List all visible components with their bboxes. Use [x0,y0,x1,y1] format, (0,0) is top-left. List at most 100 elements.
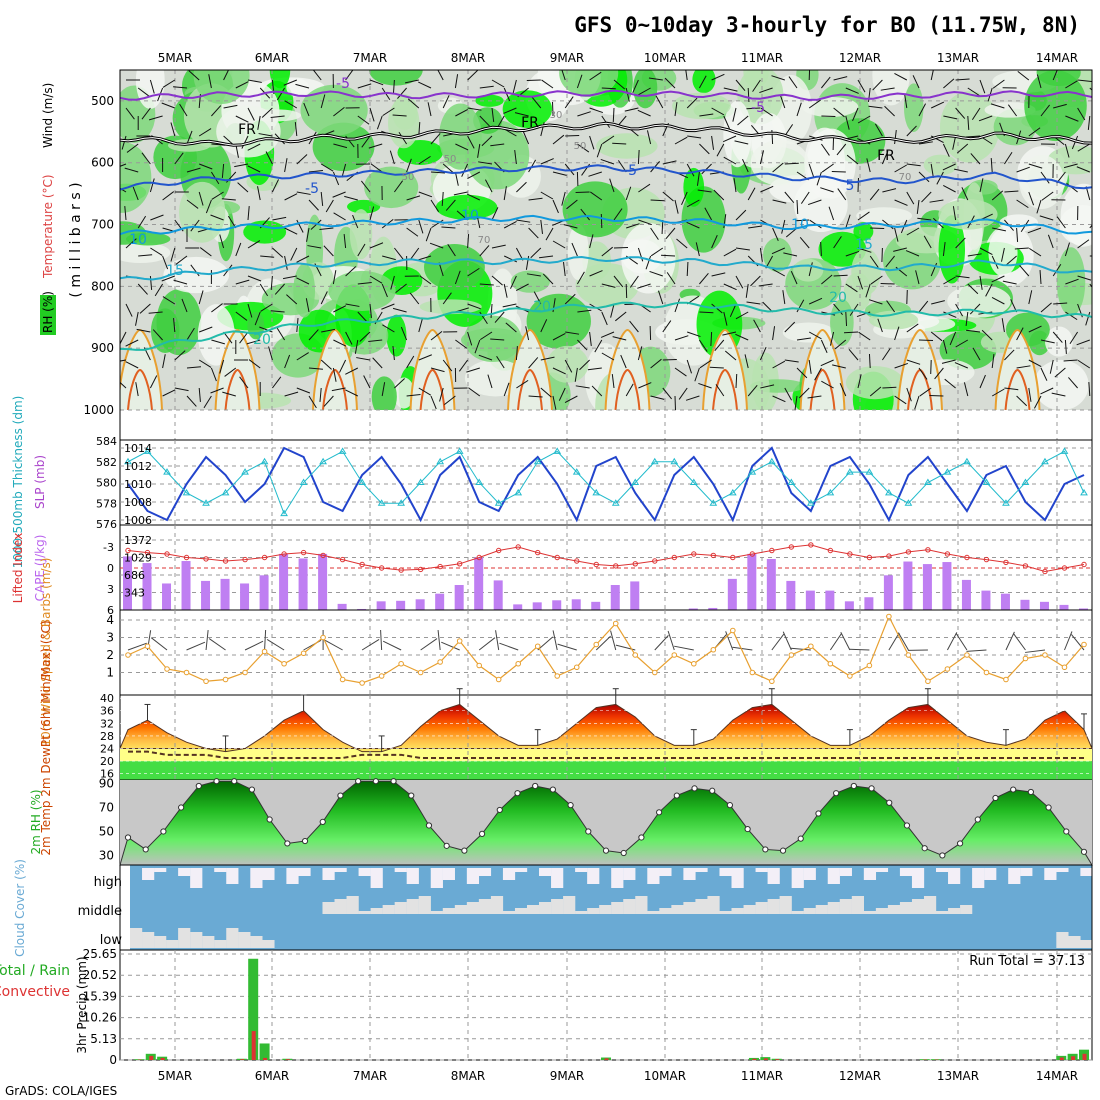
cloud-high-cell [683,868,696,880]
wind-barb [161,102,175,109]
thickness-axis-label: 1000-500mb Thickness (dm) [11,396,25,569]
pressure-tick-label: 700 [91,218,114,232]
wind-barb [247,240,261,249]
wind-barb [869,386,882,397]
wind-barb [735,311,749,320]
rh-fill-region [435,194,498,220]
wind-barb [564,293,576,305]
wind-barb [1065,311,1078,321]
wind-barb [589,71,602,81]
wind-barb [990,103,1005,109]
cloud-low-cell [178,928,191,948]
wind-barb [1003,151,1013,165]
wind-barb [967,87,980,97]
wind-barb [137,87,150,97]
wind-barb [211,339,225,345]
wind-barb [742,159,749,173]
wind-barb [525,326,530,341]
wind-barb [991,275,1005,283]
wind-barb [1087,115,1091,130]
cloud-middle-cell [923,896,937,914]
wind-barb [418,219,424,234]
wind-barb [833,236,842,249]
wind-barb [425,227,432,242]
contour-label: 5 [846,178,855,194]
wind-barb [454,171,459,186]
wind-barb [308,395,317,409]
wind-barb [490,303,493,319]
wind-barb [687,135,702,139]
wind-barb [650,199,665,202]
wind-barb [601,311,608,326]
rh-fill-region [120,221,146,245]
wind-barb [807,395,822,399]
wind-speed-point [1081,641,1087,648]
wind-barb [1014,247,1029,250]
warm-plume-inner [224,368,251,410]
precip-convective-bar [263,1057,268,1060]
wind-barb [1016,395,1028,407]
lifted-index-point [456,561,463,567]
wind-barb [602,135,615,145]
cape-bar [903,561,913,610]
rh-point [974,816,981,823]
wind-barb [943,276,956,285]
wind-barb [430,133,441,145]
wind-barb [882,188,897,193]
wind-barb [601,87,616,90]
cloud-low-cell [130,928,143,948]
wind-barb [857,211,870,221]
temp-tick-label: 28 [100,730,114,743]
wind-barb [981,329,993,341]
wind-barb [701,163,712,175]
wind-barb [430,330,443,341]
wind-barb [624,107,639,112]
cloud-high-cell [298,868,311,876]
wind-barb [1036,74,1042,89]
wind-barb [881,348,891,361]
wind-barb [916,199,920,214]
rh-point [956,840,964,847]
wind-barb [162,79,176,88]
wind-barb [954,362,968,369]
wind-barb [865,283,871,298]
rh-point [1010,786,1017,793]
wind-barb [308,170,323,173]
footer-credit: GrADS: COLA/IGES [5,1084,117,1098]
rh-point [231,778,238,785]
cloud-high-cell [1056,868,1069,872]
wind-speed-point [125,652,131,658]
rh-tick-label: 90 [99,777,114,791]
precip-total-bar [931,1059,942,1060]
cloud-middle-cell [526,905,540,914]
wind-barb [698,382,712,389]
wind-barb [491,275,503,286]
wind-barb [455,143,469,151]
bottom-date-label: 14MAR [1036,1069,1078,1083]
thickness-point [475,478,484,485]
wind-barb [784,321,796,333]
wind-barb [676,238,688,249]
wind-barb [990,157,993,173]
contour-label: 10 [461,208,479,224]
wind-barb [772,326,776,341]
wind-barb [392,307,407,313]
wind-barb [345,303,360,307]
wind-barb [400,326,408,341]
wind-barb [1040,302,1052,313]
upper-air-legend: RH (%) Temperature (°C) Wind (m/s) [40,83,56,335]
wind-barb [884,105,895,117]
precip-convective-bar [285,1059,290,1060]
wind-barb [1077,275,1092,281]
rh-point [266,816,273,823]
wind-barb [795,219,810,222]
wind-barb [1047,234,1054,249]
cape-bar [181,561,191,610]
thickness-point [436,457,445,465]
wind-barb [829,331,835,346]
wind-barb [839,383,847,397]
cloud-low-cell [250,936,263,948]
cloud-high-cell [659,868,672,876]
wind-barb [820,339,828,353]
lifted-index-point [925,547,931,553]
